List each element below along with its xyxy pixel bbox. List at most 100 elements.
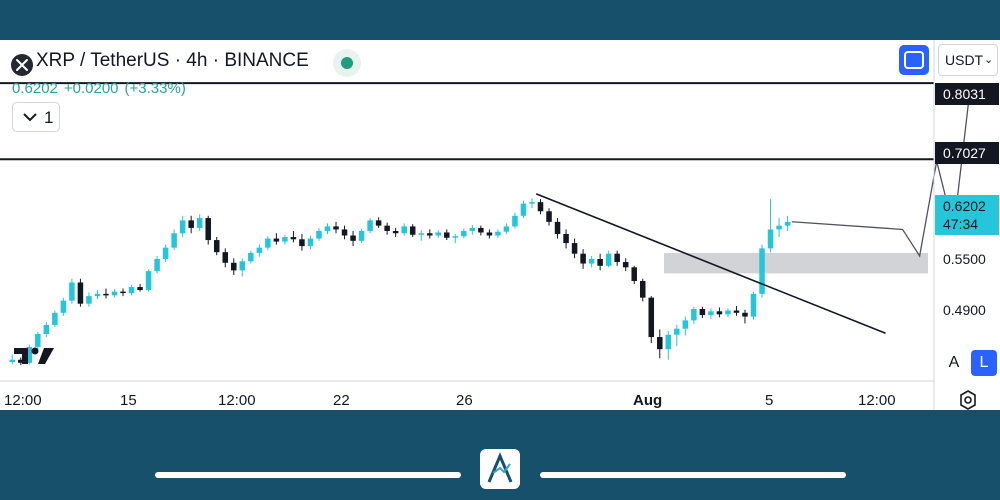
candle-body [154, 258, 160, 272]
candle-body [716, 311, 723, 315]
candle-body [350, 235, 356, 241]
candle-body [299, 239, 305, 247]
candle-body [699, 309, 706, 316]
collapse-indicators-button[interactable]: 1 [12, 102, 60, 132]
candle-body [60, 300, 67, 313]
candle-body [341, 229, 348, 236]
candle-body [759, 248, 765, 294]
settings-gear-icon[interactable] [957, 389, 979, 416]
price-change-percent: (+3.33%) [124, 80, 186, 97]
candle-body [529, 202, 535, 204]
candle-body [222, 252, 229, 263]
candle-body [750, 293, 757, 317]
candle-body [358, 230, 365, 241]
candle-body [239, 261, 246, 271]
candle-body [631, 267, 637, 281]
time-tick-label: 5 [765, 392, 774, 409]
candle-body [213, 240, 220, 253]
candle-body [665, 334, 672, 350]
candle-body [248, 252, 254, 262]
current-price-label: 0.6202 47:34 [935, 195, 999, 235]
auto-scale-button[interactable]: A [948, 354, 960, 371]
time-tick-label: 12:00 [858, 392, 896, 409]
currency-label: USDT [945, 52, 984, 68]
candle-body [674, 328, 680, 335]
candle-body [145, 271, 152, 291]
candle-body [512, 215, 518, 227]
tradingview-logo-icon [14, 344, 56, 371]
chart-area[interactable]: XRP / TetherUS · 4h · BINANCE 0.6202 +0.0… [0, 40, 1000, 410]
footer-divider-right [540, 472, 846, 478]
candle-body [725, 310, 731, 315]
candle-body [486, 232, 493, 236]
time-tick-label: 26 [456, 392, 473, 409]
candle-body [605, 253, 612, 266]
candle-body [409, 226, 416, 235]
current-price-value: 0.6202 [943, 198, 986, 214]
candle-body [571, 243, 578, 254]
candle-body [120, 291, 126, 294]
candle-body [648, 297, 655, 338]
candle-body [495, 231, 501, 236]
candle-body [111, 291, 118, 296]
candle-body [128, 287, 135, 294]
fullscreen-icon [904, 51, 924, 69]
time-tick-label: 22 [333, 392, 350, 409]
candle-body [316, 230, 322, 239]
candle-body [708, 311, 714, 316]
brand-a-logo-icon [480, 449, 520, 489]
candle-body [333, 226, 339, 230]
time-tick-label: Aug [633, 392, 663, 409]
candle-body [682, 320, 689, 329]
candle-body [367, 220, 373, 231]
candle-body [290, 237, 297, 240]
candle-body [179, 220, 186, 234]
candle-body [384, 225, 390, 231]
candle-body [86, 296, 92, 304]
price-tick-label: 0.4900 [943, 302, 986, 318]
candle-body [375, 220, 382, 226]
fullscreen-button[interactable] [899, 45, 929, 75]
indicator-count: 1 [44, 108, 54, 127]
candle-body [69, 282, 75, 301]
xrp-logo-icon [11, 54, 33, 76]
candle-body [444, 232, 450, 238]
market-open-dot-icon [341, 57, 353, 69]
price-change: +0.0200 [63, 80, 119, 97]
symbol-title[interactable]: XRP / TetherUS · 4h · BINANCE [36, 50, 309, 71]
candle-body [103, 293, 109, 296]
candle-body [639, 280, 646, 298]
candle-body [171, 233, 177, 248]
candle-body [614, 253, 620, 263]
candle-body [520, 203, 527, 216]
candle-body [307, 238, 314, 247]
last-price: 0.6202 [12, 80, 58, 97]
market-status-indicator[interactable] [333, 49, 361, 77]
bar-countdown: 47:34 [943, 216, 979, 232]
level-label-high: 0.8031 [935, 83, 999, 105]
candle-body [18, 359, 24, 363]
candle-body [188, 220, 194, 228]
price-summary: 0.6202 +0.0200 (+3.33%) [12, 80, 192, 97]
candle-body [452, 236, 459, 238]
log-scale-button[interactable]: L [971, 350, 997, 376]
candle-body [273, 238, 280, 242]
footer-divider-left [155, 472, 461, 478]
candle-body [231, 262, 237, 271]
candle-body [43, 324, 50, 335]
candle-body [35, 334, 41, 347]
candle-body [563, 233, 569, 244]
candle-body [742, 312, 748, 317]
candle-body [94, 293, 101, 297]
price-tick-label: 0.5500 [943, 251, 986, 267]
candle-body [137, 287, 143, 291]
candle-body [622, 262, 629, 268]
candle-body [392, 230, 399, 234]
currency-select[interactable]: USDT ⌄ [938, 44, 998, 76]
candle-body [324, 226, 331, 231]
candle-body [767, 229, 774, 249]
candle-body [9, 359, 16, 363]
candle-body [597, 258, 603, 266]
candle-body [205, 218, 211, 241]
candle-body [256, 247, 263, 253]
